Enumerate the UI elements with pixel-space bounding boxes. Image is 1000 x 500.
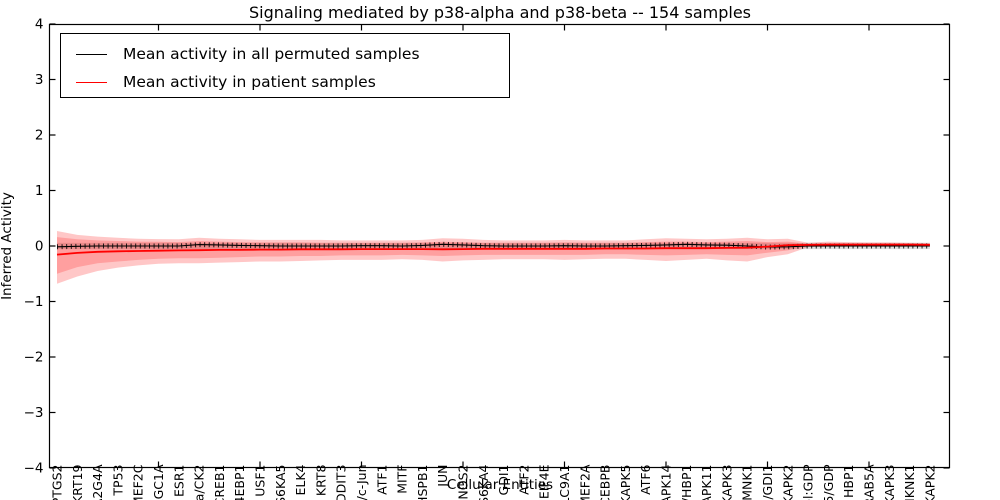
x-tick-label: mol:GDP bbox=[801, 464, 816, 500]
x-tick-label: p38alpha-beta/CK2 bbox=[192, 465, 207, 500]
y-tick-label: 2 bbox=[35, 128, 44, 144]
x-tick-label: PLA2G4A bbox=[90, 464, 105, 500]
x-tick-label: RAB5/GDP bbox=[821, 464, 836, 500]
x-tick-label: p38alpha-beta/MNK1 bbox=[740, 465, 755, 500]
x-tick-label: ATF2 bbox=[516, 465, 531, 495]
x-tick-label: RAB5/GDP/GDI1 bbox=[760, 465, 775, 500]
legend-label-patient: Mean activity in patient samples bbox=[123, 73, 376, 91]
y-tick-label: −1 bbox=[24, 294, 44, 310]
y-tick-label: −2 bbox=[24, 350, 44, 366]
y-axis-label: Inferred Activity bbox=[0, 192, 15, 300]
y-tick-label: −4 bbox=[24, 461, 44, 477]
y-tick-label: 0 bbox=[35, 239, 44, 255]
x-tick-label: HSPB1 bbox=[415, 465, 430, 500]
x-tick-label: MAPKAPK2 bbox=[922, 465, 937, 500]
y-tick-label: 3 bbox=[35, 72, 44, 88]
x-tick-label: MAPKAPK5 bbox=[618, 465, 633, 500]
legend: Mean activity in all permuted samples Me… bbox=[60, 33, 510, 98]
x-tick-label: p38alpha-beta/MAPKAPK2 bbox=[780, 465, 795, 500]
x-tick-label: MKNK1 bbox=[902, 465, 917, 500]
x-tick-label: HBP1 bbox=[841, 465, 856, 498]
x-tick-label: p38alpha-beta/MAPKAPK3 bbox=[719, 465, 734, 500]
x-tick-label: NOS2 bbox=[456, 465, 471, 500]
legend-item-patient: Mean activity in patient samples bbox=[61, 68, 509, 96]
x-tick-label: RAB5A bbox=[862, 464, 877, 500]
x-tick-label: PPARGC1A bbox=[151, 464, 166, 500]
y-tick-label: −3 bbox=[24, 405, 44, 421]
x-tick-label: ATF6 bbox=[638, 464, 653, 494]
y-tick-label: 1 bbox=[35, 183, 44, 199]
patient-outer-band bbox=[57, 231, 930, 284]
y-tick-label: 4 bbox=[35, 17, 44, 33]
permuted-line-sample-icon bbox=[76, 53, 107, 55]
x-tick-label: CEBPB bbox=[598, 465, 613, 500]
x-tick-label: PTGS2 bbox=[50, 465, 65, 500]
chart-title: Signaling mediated by p38-alpha and p38-… bbox=[248, 3, 751, 22]
x-tick-label: MAPK11 bbox=[699, 465, 714, 500]
x-tick-label: GDI1 bbox=[496, 464, 511, 495]
x-tick-label: RPS6KA5 bbox=[273, 465, 288, 500]
x-tick-label: DDIT3 bbox=[334, 465, 349, 500]
x-axis-label: Cellular Entities bbox=[446, 477, 554, 493]
patient-line-sample-icon bbox=[76, 81, 107, 83]
x-tick-label: TP53 bbox=[110, 465, 125, 497]
x-tick-label: EIF4E bbox=[537, 464, 552, 499]
x-tick-label: ESR1 bbox=[171, 465, 186, 497]
x-tick-label: KRT19 bbox=[70, 464, 85, 500]
x-tick-label: EIF4EBP1 bbox=[232, 465, 247, 500]
x-tick-label: JUN bbox=[435, 465, 450, 488]
x-tick-label: CREB1 bbox=[212, 465, 227, 500]
x-tick-label: ATF1 bbox=[374, 465, 389, 495]
x-tick-label: ATF2/c-Jun bbox=[354, 465, 369, 500]
patient-mean-line bbox=[56, 243, 930, 256]
x-tick-label: MAPKAPK3 bbox=[882, 465, 897, 500]
x-tick-label: KRT8 bbox=[313, 464, 328, 496]
x-tick-label: USF1 bbox=[253, 465, 268, 497]
x-tick-label: ELK4 bbox=[293, 464, 308, 495]
x-tick-label: p38alpha-beta/HBP1 bbox=[679, 465, 694, 500]
legend-item-permuted: Mean activity in all permuted samples bbox=[61, 40, 509, 68]
x-tick-label: RPS6KA4 bbox=[476, 464, 491, 500]
permuted-errorbar-caps bbox=[56, 241, 930, 250]
x-tick-label: SLC9A1 bbox=[557, 465, 572, 500]
legend-label-permuted: Mean activity in all permuted samples bbox=[123, 45, 420, 63]
x-tick-label: MEF2C bbox=[131, 464, 146, 500]
x-tick-label: MITF bbox=[395, 465, 410, 494]
x-tick-label: MAPK14 bbox=[659, 464, 674, 500]
x-tick-label: MEF2A bbox=[577, 464, 592, 500]
